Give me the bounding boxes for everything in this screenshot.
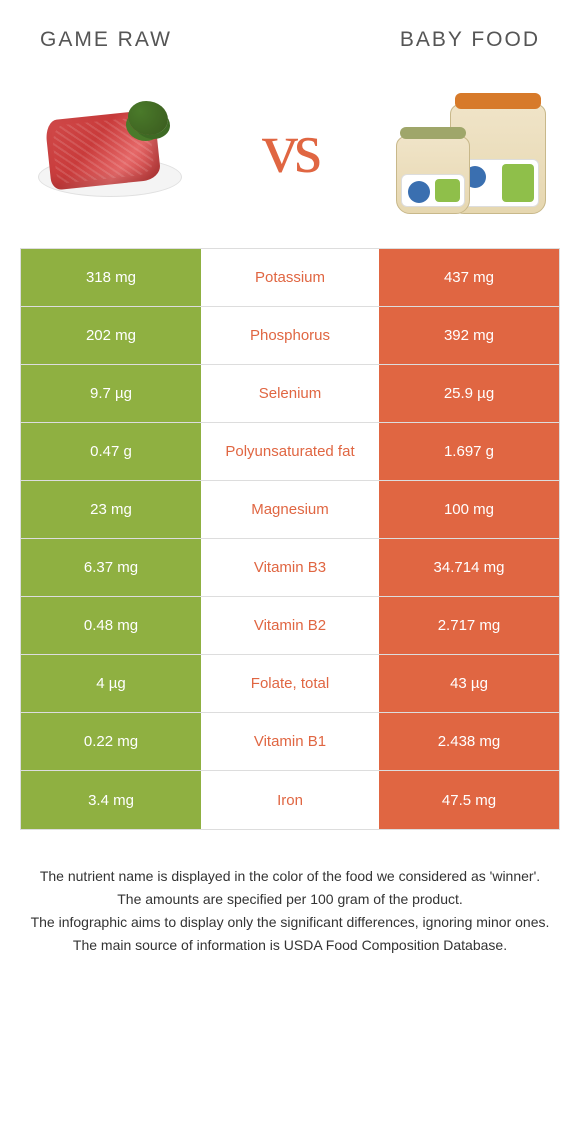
left-value: 0.22 mg <box>21 713 201 770</box>
right-value: 2.717 mg <box>379 597 559 654</box>
footer-line: The infographic aims to display only the… <box>30 912 550 933</box>
raw-meat-icon <box>30 93 190 203</box>
footer-line: The amounts are specified per 100 gram o… <box>30 889 550 910</box>
nutrient-label: Selenium <box>201 365 379 422</box>
nutrient-table: 318 mgPotassium437 mg202 mgPhosphorus392… <box>20 248 560 830</box>
footer-notes: The nutrient name is displayed in the co… <box>0 830 580 956</box>
right-value: 100 mg <box>379 481 559 538</box>
nutrient-label: Iron <box>201 771 379 829</box>
right-value: 2.438 mg <box>379 713 559 770</box>
left-value: 9.7 µg <box>21 365 201 422</box>
right-value: 25.9 µg <box>379 365 559 422</box>
nutrient-row: 9.7 µgSelenium25.9 µg <box>21 365 559 423</box>
nutrient-label: Vitamin B1 <box>201 713 379 770</box>
nutrient-row: 6.37 mgVitamin B334.714 mg <box>21 539 559 597</box>
right-value: 47.5 mg <box>379 771 559 829</box>
images-row: vs <box>0 62 580 248</box>
nutrient-row: 3.4 mgIron47.5 mg <box>21 771 559 829</box>
nutrient-row: 318 mgPotassium437 mg <box>21 249 559 307</box>
nutrient-row: 202 mgPhosphorus392 mg <box>21 307 559 365</box>
left-value: 4 µg <box>21 655 201 712</box>
left-food-title: Game raw <box>40 28 172 52</box>
nutrient-row: 0.47 gPolyunsaturated fat1.697 g <box>21 423 559 481</box>
header: Game raw Baby food <box>0 0 580 62</box>
right-value: 34.714 mg <box>379 539 559 596</box>
right-food-image <box>380 78 560 218</box>
left-value: 318 mg <box>21 249 201 306</box>
right-food-title: Baby food <box>400 28 540 52</box>
nutrient-label: Phosphorus <box>201 307 379 364</box>
right-value: 1.697 g <box>379 423 559 480</box>
left-food-image <box>20 78 200 218</box>
right-value: 43 µg <box>379 655 559 712</box>
baby-food-jars-icon <box>380 78 560 218</box>
nutrient-label: Folate, total <box>201 655 379 712</box>
vs-label: vs <box>262 107 318 190</box>
nutrient-label: Vitamin B3 <box>201 539 379 596</box>
right-value: 437 mg <box>379 249 559 306</box>
nutrient-label: Magnesium <box>201 481 379 538</box>
left-value: 23 mg <box>21 481 201 538</box>
left-value: 0.47 g <box>21 423 201 480</box>
nutrient-row: 0.22 mgVitamin B12.438 mg <box>21 713 559 771</box>
nutrient-label: Vitamin B2 <box>201 597 379 654</box>
footer-line: The nutrient name is displayed in the co… <box>30 866 550 887</box>
left-value: 3.4 mg <box>21 771 201 829</box>
footer-line: The main source of information is USDA F… <box>30 935 550 956</box>
nutrient-label: Potassium <box>201 249 379 306</box>
left-value: 202 mg <box>21 307 201 364</box>
right-value: 392 mg <box>379 307 559 364</box>
nutrient-row: 4 µgFolate, total43 µg <box>21 655 559 713</box>
nutrient-label: Polyunsaturated fat <box>201 423 379 480</box>
left-value: 0.48 mg <box>21 597 201 654</box>
nutrient-row: 23 mgMagnesium100 mg <box>21 481 559 539</box>
left-value: 6.37 mg <box>21 539 201 596</box>
nutrient-row: 0.48 mgVitamin B22.717 mg <box>21 597 559 655</box>
